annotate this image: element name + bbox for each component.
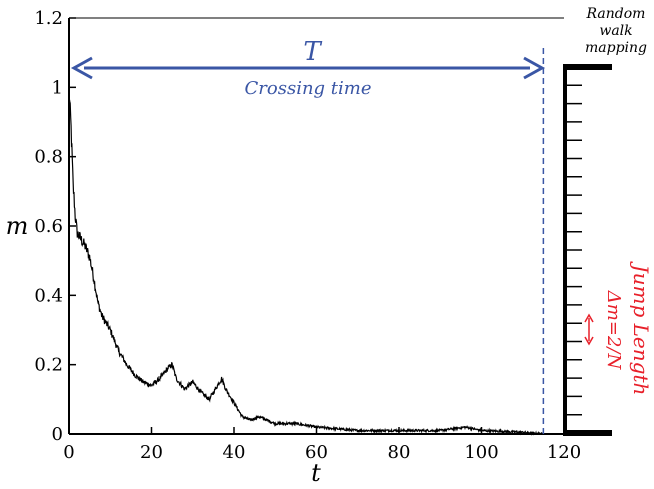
x-tick-label: 0 bbox=[63, 442, 74, 463]
jump-arrow-head-up bbox=[584, 313, 594, 323]
random-walk-label-line3: mapping bbox=[585, 40, 647, 56]
random-walk-ladder bbox=[563, 64, 612, 436]
y-tick-label: 0.6 bbox=[34, 216, 63, 237]
y-tick-label: 1.2 bbox=[34, 8, 63, 29]
x-tick-label: 100 bbox=[464, 442, 498, 463]
y-tick-label: 0.8 bbox=[34, 147, 63, 168]
crossing-time-annotation: T Crossing time bbox=[70, 37, 546, 434]
y-tick-label: 1 bbox=[52, 77, 63, 98]
x-tick-label: 60 bbox=[305, 442, 328, 463]
x-tick-label: 40 bbox=[223, 442, 246, 463]
jump-length-annotation: Jump Length Δm=2/N bbox=[584, 261, 653, 396]
y-ticks: 0 0.2 0.4 0.6 0.8 1 1.2 bbox=[34, 8, 76, 445]
jump-length-label: Jump Length bbox=[629, 261, 653, 396]
crossing-time-label: Crossing time bbox=[245, 78, 372, 99]
y-axis-title: m bbox=[6, 212, 29, 240]
x-axis-title: t bbox=[311, 459, 321, 487]
random-walk-label-line2: walk bbox=[599, 23, 632, 39]
series-line bbox=[68, 84, 544, 436]
x-tick-label: 20 bbox=[140, 442, 163, 463]
x-tick-label: 120 bbox=[547, 442, 581, 463]
x-ticks: 0 20 40 60 80 100 120 bbox=[63, 427, 581, 463]
y-tick-label: 0.2 bbox=[34, 355, 63, 376]
crossing-time-symbol: T bbox=[303, 37, 322, 67]
y-tick-label: 0.4 bbox=[34, 285, 63, 306]
arrow-head-left bbox=[70, 56, 93, 80]
arrow-head-right bbox=[523, 56, 546, 80]
jump-arrow-head-down bbox=[584, 336, 594, 346]
jump-length-formula: Δm=2/N bbox=[603, 290, 624, 371]
random-walk-label-line1: Random bbox=[586, 6, 646, 22]
x-tick-label: 80 bbox=[388, 442, 411, 463]
y-tick-label: 0 bbox=[52, 424, 63, 445]
